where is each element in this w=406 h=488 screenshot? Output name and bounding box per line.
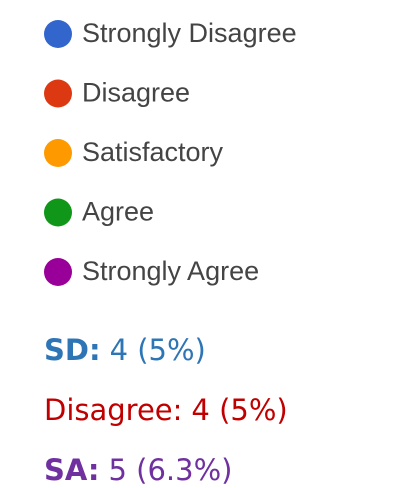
annotation: Disagree: 4 (5%) [44,393,288,427]
legend-label: Strongly Disagree [82,18,297,48]
annotation-value: 5 (6.3%) [108,453,232,487]
legend-swatch [44,139,72,167]
annotation-label: SA: [44,453,99,487]
legend-item: Satisfactory [44,137,224,167]
legend-label: Agree [82,197,154,227]
legend-label: Satisfactory [82,137,224,167]
annotation-value: 4 (5%) [191,393,287,427]
annotation: SD: 4 (5%) [44,333,206,367]
annotation-label: SD: [44,333,101,367]
legend-swatch [44,198,72,227]
legend-item: Strongly Agree [44,256,259,286]
legend-label: Disagree [82,78,190,108]
legend-item: Strongly Disagree [44,18,297,48]
legend-label: Strongly Agree [82,256,259,286]
legend-swatch [44,79,72,108]
annotation: SA: 5 (6.3%) [44,453,232,487]
annotation-label: Disagree: [44,393,182,427]
annotation-value: 4 (5%) [110,333,206,367]
legend-swatch [44,20,72,48]
legend-item: Disagree [44,78,190,108]
legend-swatch [44,258,72,286]
legend-item: Agree [44,197,154,227]
